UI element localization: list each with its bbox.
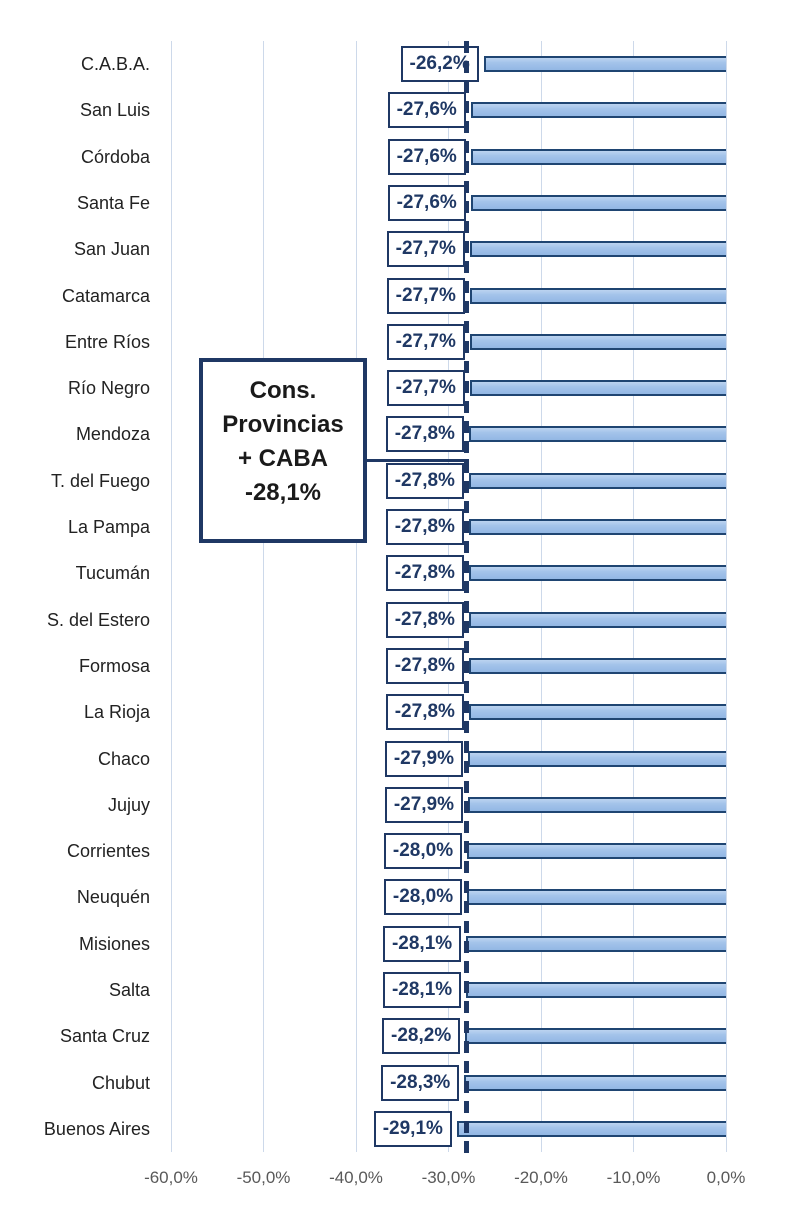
category-label: Formosa [78,655,150,676]
x-axis-tick-label: -40,0% [329,1168,383,1187]
bar [469,333,726,350]
bar [467,889,726,906]
callout-line-3: + CABA [237,445,328,472]
category-label: Tucumán [75,563,150,584]
value-label-box: -27,8% [385,694,464,731]
bar [469,241,726,258]
category-label: San Luis [79,100,150,121]
category-label: Catamarca [61,285,150,306]
callout-line-1: Cons. [249,377,317,404]
value-label-box: -27,8% [385,647,464,684]
gridline [263,41,264,1152]
category-label: Santa Fe [76,193,150,214]
bar [466,935,726,952]
bar [470,102,726,119]
value-label-box: -27,8% [385,416,464,453]
value-label-box: -27,7% [386,370,465,407]
category-label: Jujuy [107,794,150,815]
value-label-box: -28,0% [384,833,462,870]
bar [467,843,726,860]
bar [468,611,726,628]
bar [464,1074,726,1091]
value-label-box: -27,8% [385,509,464,546]
x-axis-tick-label: -20,0% [514,1168,568,1187]
bar [469,380,726,397]
category-label: Mendoza [75,424,150,445]
gridline [448,41,449,1152]
bar [483,56,726,73]
bar [468,657,726,674]
bar [468,704,726,721]
category-label: Santa Cruz [59,1026,150,1047]
value-label-box: -27,8% [385,555,464,592]
bar [470,148,726,165]
category-label: Neuquén [76,887,150,908]
bar [468,565,726,582]
bar [469,287,726,304]
value-label-box: -27,9% [384,740,463,777]
gridline [633,41,634,1152]
value-label-box: -29,1% [373,1110,452,1147]
category-label: Buenos Aires [43,1118,150,1139]
callout-box: Cons. Provincias + CABA -28,1% [199,358,367,543]
bar [465,1028,726,1045]
value-label-box: -27,6% [387,185,466,222]
category-label: Salta [108,979,150,1000]
category-label: C.A.B.A. [80,54,150,75]
value-label-box: -27,6% [387,138,466,175]
bar [466,981,726,998]
callout-line-2: Provincias [222,411,344,438]
category-label: Corrientes [66,841,150,862]
gridline [725,41,727,1152]
gridline [170,41,172,1152]
category-label: Río Negro [67,378,150,399]
category-label: San Juan [73,239,150,260]
value-label-box: -28,1% [383,971,462,1008]
value-label-box: -27,8% [385,601,464,638]
bar [470,195,726,212]
category-label: S. del Estero [46,609,150,630]
category-label: Chubut [91,1072,150,1093]
category-label: T. del Fuego [50,470,150,491]
value-label-box: -28,3% [381,1064,460,1101]
value-label-box: -28,2% [382,1018,461,1055]
callout-line-4: -28,1% [244,479,322,506]
gridline [540,41,542,1152]
value-label-box: -27,9% [384,786,463,823]
x-axis-tick-label: -60,0% [144,1168,198,1187]
bar [468,472,726,489]
category-label: Entre Ríos [64,331,150,352]
value-label-box: -28,1% [383,925,462,962]
gridline [355,41,357,1152]
x-axis-tick-label: -10,0% [606,1168,661,1187]
callout-connector-line [366,459,470,462]
bar [467,796,726,813]
category-label: La Pampa [67,517,150,538]
value-label-box: -27,7% [386,277,465,314]
value-label-box: -27,8% [385,462,464,499]
value-label-box: -27,6% [387,92,466,129]
x-axis-tick-label: -50,0% [236,1168,291,1187]
bar [467,750,726,767]
bar [456,1120,726,1137]
x-axis-tick-label: 0,0% [706,1168,746,1187]
x-axis-tick-label: -30,0% [421,1168,476,1187]
category-label: La Rioja [83,702,150,723]
value-label-box: -27,7% [386,231,465,268]
bar [468,426,726,443]
category-label: Córdoba [80,146,150,167]
category-label: Chaco [97,748,150,769]
bar [468,519,726,536]
category-label: Misiones [78,933,150,954]
reference-dashed-line [463,41,469,1155]
value-label-box: -28,0% [384,879,462,916]
value-label-box: -27,7% [386,323,465,360]
